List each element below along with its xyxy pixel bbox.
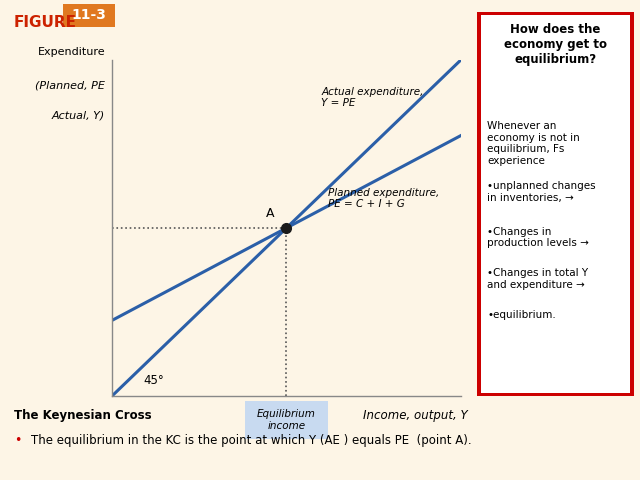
Text: FIGURE: FIGURE (14, 15, 77, 30)
Text: How does the
economy get to
equilibrium?: How does the economy get to equilibrium? (504, 23, 607, 66)
Text: Actual, Y): Actual, Y) (52, 110, 105, 120)
Text: A: A (266, 206, 274, 220)
Text: •Changes in
production levels →: •Changes in production levels → (487, 227, 589, 248)
Text: 45°: 45° (143, 374, 164, 387)
Text: The Keynesian Cross: The Keynesian Cross (14, 409, 152, 422)
Text: Whenever an
economy is not in
equilibrium, Fs
experience: Whenever an economy is not in equilibriu… (487, 121, 580, 166)
Text: Equilibrium
income: Equilibrium income (257, 409, 316, 431)
Text: The equilibrium in the KC is the point at which Y (AE ) equals PE  (point A).: The equilibrium in the KC is the point a… (31, 434, 471, 447)
Text: Income, output, Y: Income, output, Y (363, 409, 468, 422)
Text: (Planned, PE: (Planned, PE (35, 80, 105, 90)
Text: Actual expenditure,
Y = PE: Actual expenditure, Y = PE (321, 87, 424, 108)
Text: 11-3: 11-3 (72, 8, 106, 23)
Text: Expenditure: Expenditure (37, 47, 105, 57)
Text: •equilibrium.: •equilibrium. (487, 310, 556, 320)
Text: •unplanned changes
in inventories, →: •unplanned changes in inventories, → (487, 181, 596, 203)
Text: •Changes in total Y
and expenditure →: •Changes in total Y and expenditure → (487, 268, 588, 290)
Text: Planned expenditure,
PE = C + I + G: Planned expenditure, PE = C + I + G (328, 188, 440, 209)
Text: •: • (14, 434, 22, 447)
